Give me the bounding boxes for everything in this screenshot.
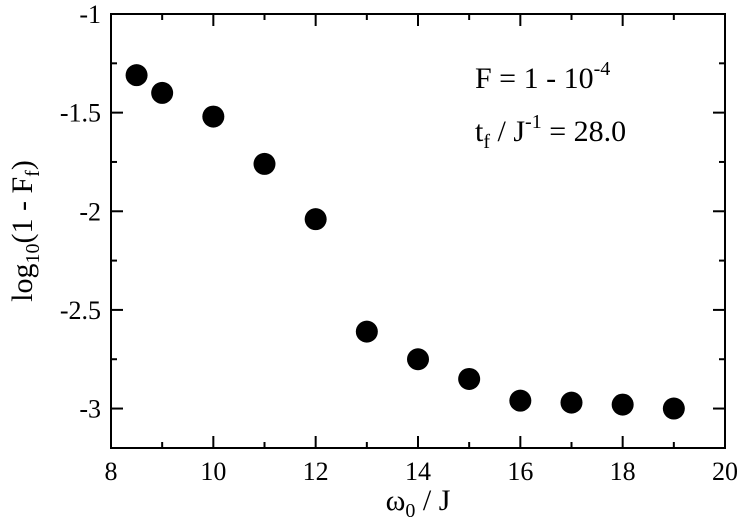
y-tick-label: -1.5 [60, 99, 101, 128]
tick-labels: 8 10 12 14 16 18 20 -1 -1.5 -2 -2.5 -3 [60, 0, 738, 486]
x-tick-label: 12 [303, 457, 329, 486]
data-point [253, 152, 276, 175]
data-points [125, 64, 685, 420]
data-point [355, 320, 378, 343]
x-tick-label: 8 [105, 457, 118, 486]
data-point [151, 81, 174, 104]
y-tick-label: -3 [79, 395, 101, 424]
annotation-final-time: tf / J-1 = 28.0 [475, 111, 626, 153]
plot-frame [110, 13, 726, 449]
data-point [125, 64, 148, 87]
x-tick-label: 18 [610, 457, 636, 486]
annotation-fidelity: F = 1 - 10-4 [475, 58, 610, 95]
x-axis-label: ω0 / J [386, 484, 451, 522]
data-point [509, 389, 532, 412]
y-tick-label: -2 [79, 197, 101, 226]
x-tick-label: 10 [200, 457, 226, 486]
y-tick-label: -2.5 [60, 296, 101, 325]
y-axis-label: log10(1 - Ff) [6, 160, 44, 302]
data-point [202, 105, 225, 128]
data-point [560, 391, 583, 414]
data-point [611, 393, 634, 416]
x-tick-label: 20 [712, 457, 738, 486]
x-tick-label: 14 [405, 457, 431, 486]
axis-ticks [110, 13, 726, 448]
x-tick-label: 16 [507, 457, 533, 486]
data-point [407, 348, 429, 371]
y-tick-label: -1 [79, 0, 101, 29]
data-point [304, 208, 327, 231]
data-point [458, 367, 481, 390]
data-point [662, 397, 685, 420]
